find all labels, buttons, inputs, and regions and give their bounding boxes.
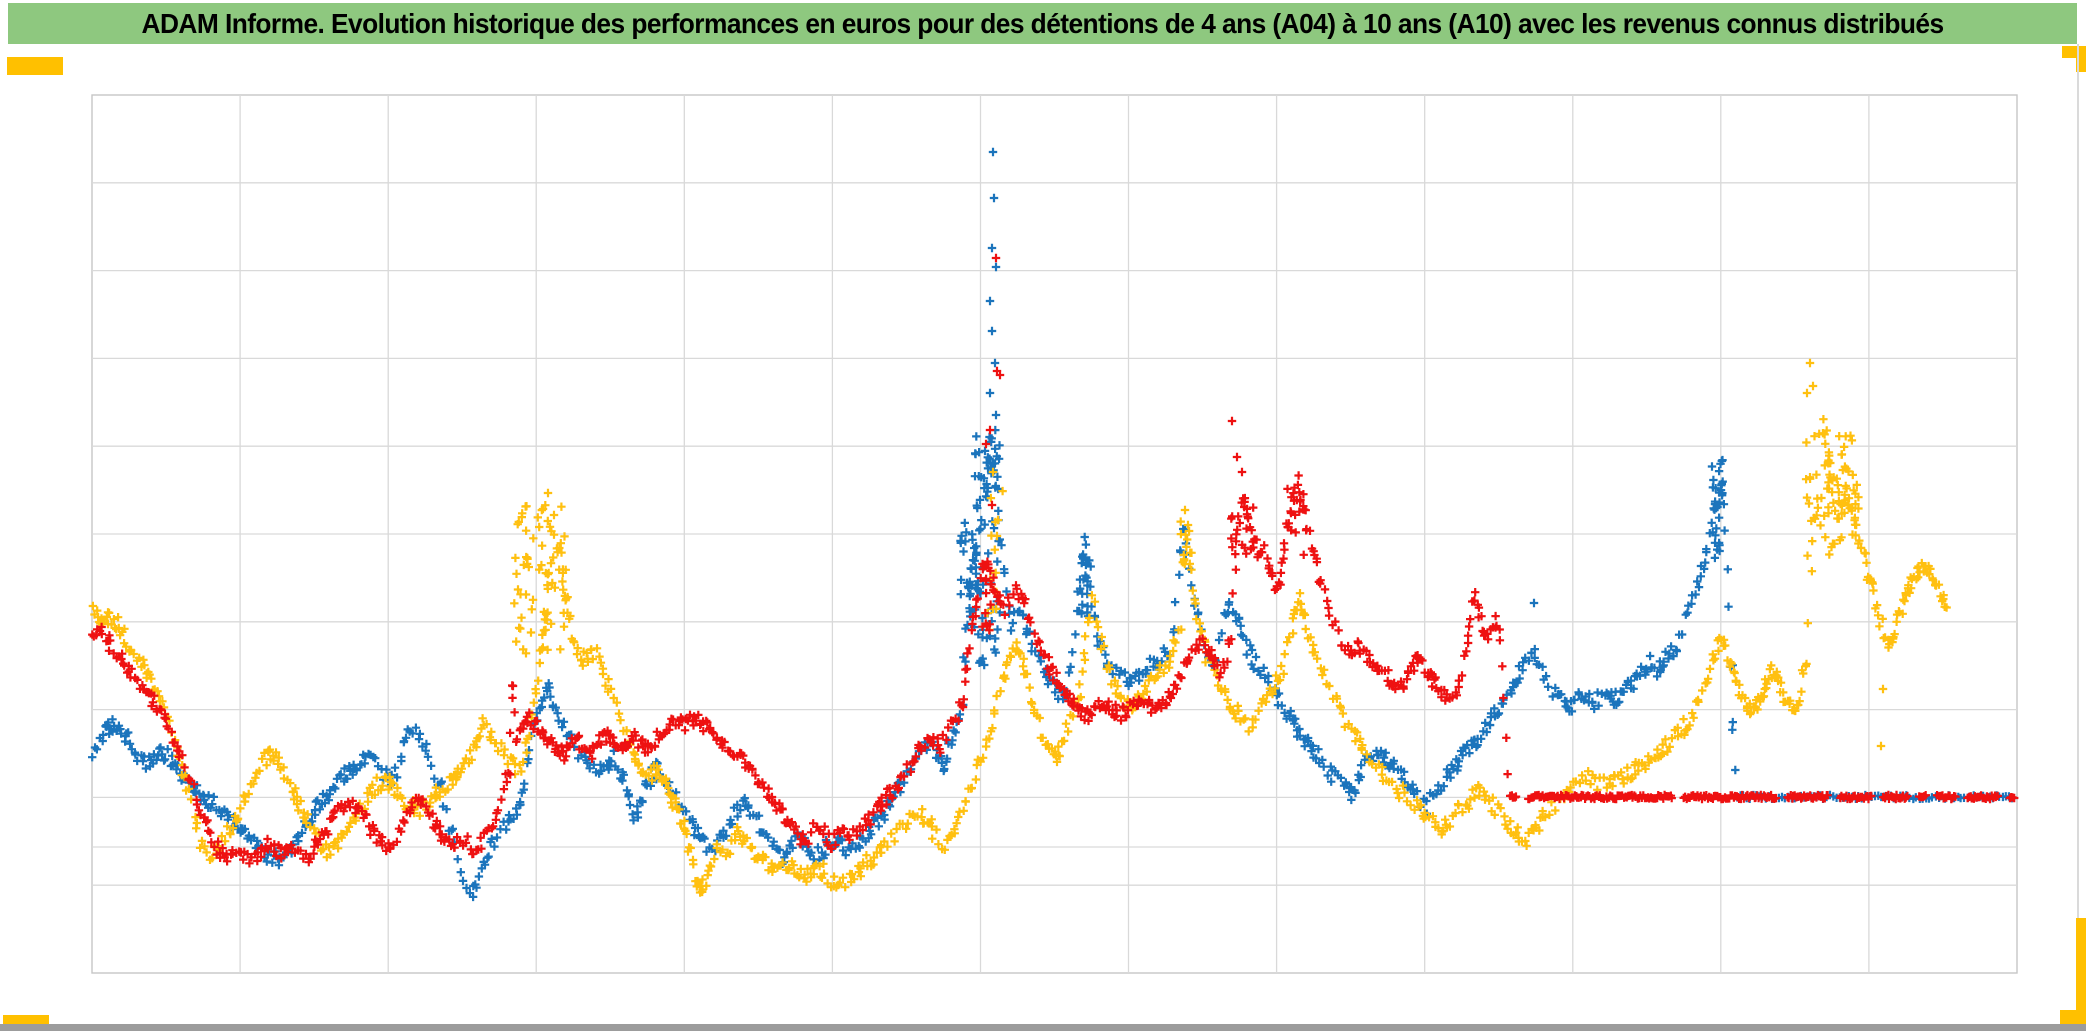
autofill-handle-top-left <box>7 57 63 75</box>
performance-scatter-chart-svg <box>88 94 2019 974</box>
autofill-handle-bottom-left <box>3 1015 49 1025</box>
right-edge-line <box>2077 44 2079 1025</box>
bottom-divider-bar <box>0 1024 2086 1031</box>
selection-corner-top-right-v <box>2076 46 2086 72</box>
chart-title: ADAM Informe. Evolution historique des p… <box>141 7 1944 39</box>
selection-corner-bottom-right-foot <box>2060 1010 2086 1024</box>
selection-corner-bottom-right-v <box>2076 918 2086 1022</box>
performance-scatter-chart[interactable] <box>0 44 2086 1004</box>
title-bar: ADAM Informe. Evolution historique des p… <box>8 3 2077 44</box>
